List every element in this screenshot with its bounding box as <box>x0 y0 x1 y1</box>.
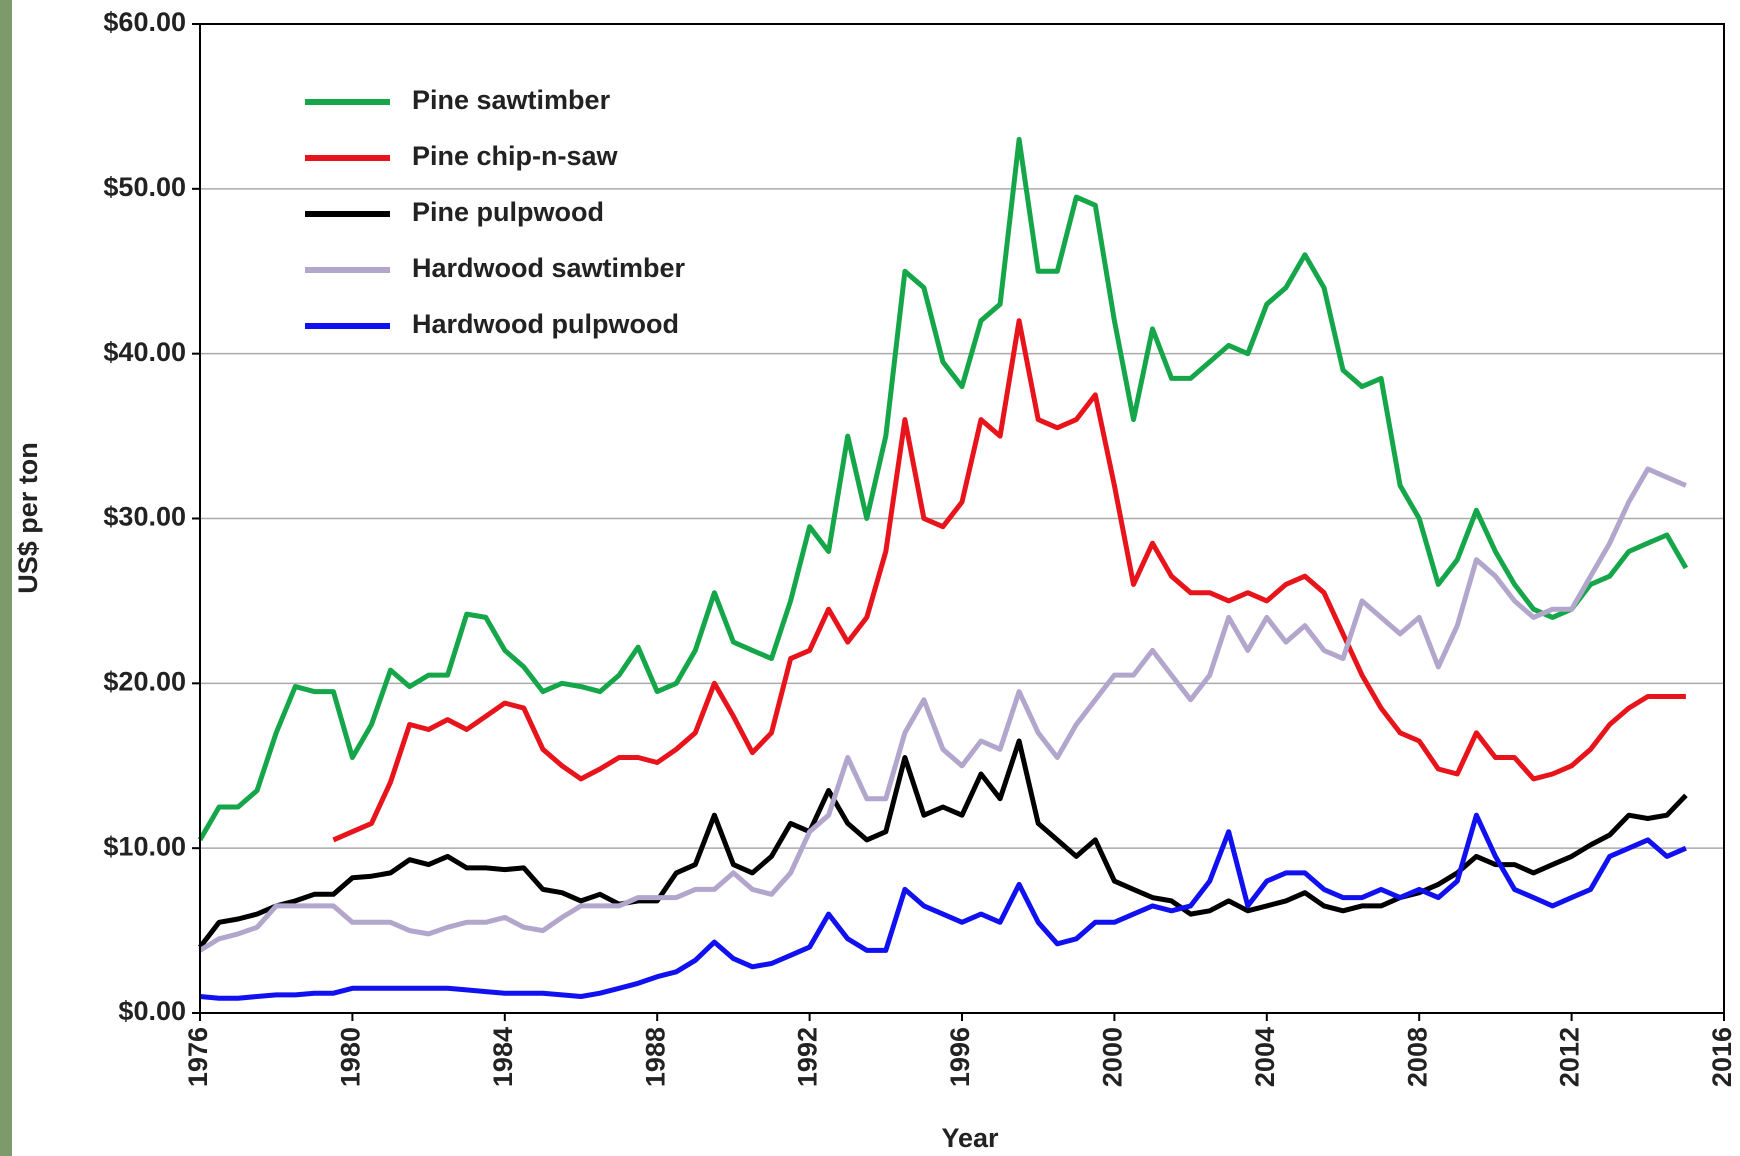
x-tick-label: 2012 <box>1555 1027 1585 1087</box>
x-tick-label: 1992 <box>793 1027 823 1087</box>
x-tick-label: 2004 <box>1250 1027 1280 1087</box>
y-tick-label: $10.00 <box>103 831 186 861</box>
y-tick-label: $30.00 <box>103 502 186 532</box>
x-tick-label: 1980 <box>336 1027 366 1087</box>
legend-label: Pine pulpwood <box>412 197 604 227</box>
y-tick-label: $40.00 <box>103 337 186 367</box>
x-tick-label: 1984 <box>488 1027 518 1087</box>
x-tick-label: 1976 <box>183 1027 213 1087</box>
y-tick-label: $60.00 <box>103 7 186 37</box>
page: US$ per ton Year $0.00 $10.00 $20.00 $30.00… <box>0 0 1740 1156</box>
x-tick-label: 1996 <box>945 1027 975 1087</box>
y-axis-title: US$ per ton <box>13 442 43 594</box>
y-tick-label: $20.00 <box>103 666 186 696</box>
x-tick-label: 2016 <box>1707 1027 1737 1087</box>
legend-label: Hardwood pulpwood <box>412 309 679 339</box>
chart: US$ per ton Year $0.00 $10.00 $20.00 $30.00… <box>0 0 1740 1156</box>
x-tick-label: 2008 <box>1402 1027 1432 1087</box>
x-tick-label: 2000 <box>1098 1027 1128 1087</box>
y-tick-label: $50.00 <box>103 172 186 202</box>
legend-label: Pine chip-n-saw <box>412 141 619 171</box>
x-axis-title: Year <box>941 1123 999 1153</box>
y-tick-label: $0.00 <box>118 996 186 1026</box>
x-tick-label: 1988 <box>640 1027 670 1087</box>
legend-label: Hardwood sawtimber <box>412 253 686 283</box>
legend-label: Pine sawtimber <box>412 85 611 115</box>
